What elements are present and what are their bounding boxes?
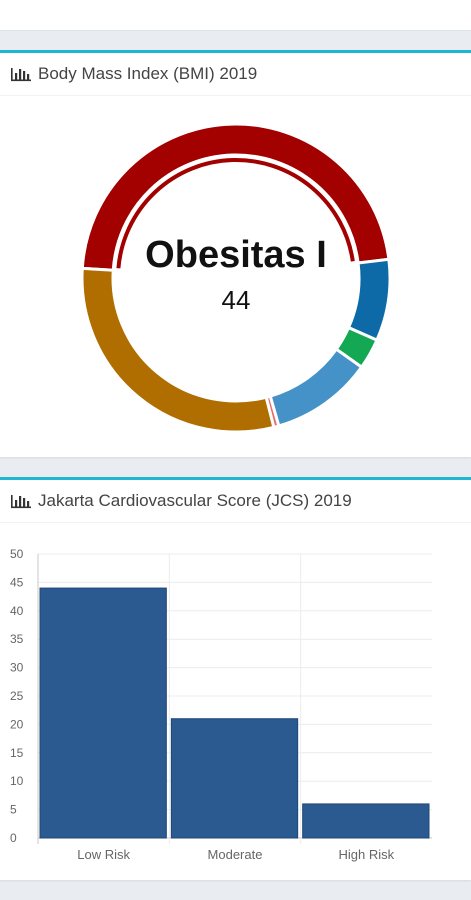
- bmi-card-header: Body Mass Index (BMI) 2019: [0, 53, 471, 96]
- donut-center-label: Obesitas I: [145, 234, 327, 276]
- y-tick-label: 10: [10, 774, 24, 788]
- donut-segment-0-highlight: [116, 158, 355, 269]
- jcs-bar-chart: 0 5 10 15 20 25 30 35 40 45 50 Low Risk Moderate High…: [10, 547, 432, 862]
- y-tick-label: 25: [10, 689, 24, 703]
- x-tick-label: High Risk: [339, 847, 395, 862]
- y-tick-label: 0: [10, 831, 17, 845]
- x-tick-label: Low Risk: [77, 847, 130, 862]
- bar-chart-icon: [11, 68, 31, 82]
- bar-moderate[interactable]: [170, 718, 299, 839]
- y-tick-label: 50: [10, 547, 24, 561]
- x-tick-label: Moderate: [208, 847, 263, 862]
- previous-card-stub: [0, 0, 471, 31]
- y-tick-label: 15: [10, 746, 24, 760]
- y-tick-label: 30: [10, 661, 24, 675]
- bmi-card-title: Body Mass Index (BMI) 2019: [38, 64, 258, 83]
- jcs-card-header: Jakarta Cardiovascular Score (JCS) 2019: [0, 480, 471, 523]
- donut-segment-3[interactable]: [268, 347, 364, 428]
- donut-segment-0[interactable]: [80, 122, 391, 272]
- donut-center-value: 44: [222, 285, 251, 315]
- y-tick-label: 35: [10, 632, 24, 646]
- y-tick-label: 20: [10, 717, 24, 731]
- donut-segment-5[interactable]: [80, 266, 276, 434]
- jcs-card-title: Jakarta Cardiovascular Score (JCS) 2019: [38, 491, 352, 510]
- jcs-card: Jakarta Cardiovascular Score (JCS) 2019 …: [0, 477, 471, 880]
- y-tick-label: 40: [10, 604, 24, 618]
- bar-low-risk[interactable]: [39, 587, 167, 839]
- bmi-donut-chart: Obesitas I 44: [80, 122, 392, 434]
- bar-high-risk[interactable]: [302, 803, 430, 839]
- bmi-card: Body Mass Index (BMI) 2019 Obesitas I 44: [0, 50, 471, 457]
- donut-segment-1[interactable]: [346, 257, 392, 343]
- y-tick-label: 45: [10, 575, 24, 589]
- y-tick-label: 5: [10, 803, 17, 817]
- bar-chart-icon: [11, 495, 31, 509]
